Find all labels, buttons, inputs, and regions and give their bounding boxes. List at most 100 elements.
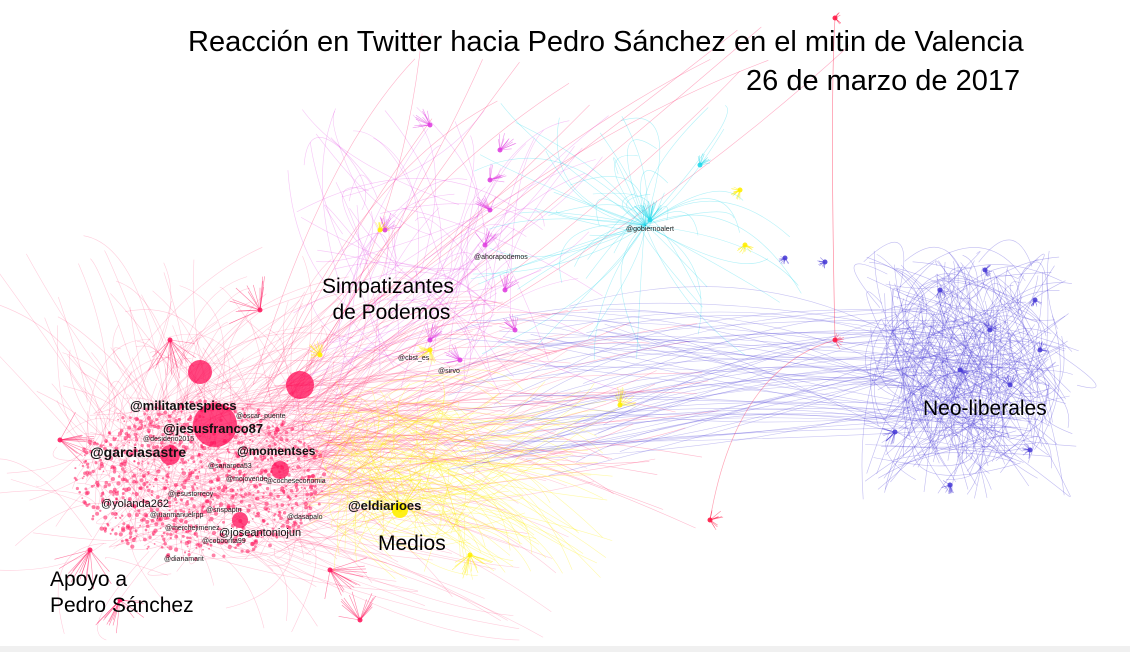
fan-neoliberales-hub xyxy=(892,429,898,435)
edge-neoliberales xyxy=(1017,259,1039,315)
edge-apoyo xyxy=(83,387,106,448)
edge-apoyo xyxy=(307,334,564,470)
edge-neoliberales xyxy=(948,267,973,337)
node-apoyo xyxy=(256,408,260,412)
node-apoyo xyxy=(136,428,140,431)
edge-apoyo xyxy=(125,309,241,423)
edge-neoliberales-long xyxy=(594,377,931,436)
edge-neoliberales xyxy=(970,318,997,461)
edge-medios xyxy=(408,461,466,526)
fan-apoyo-spoke xyxy=(119,599,135,619)
edge-neoliberales-long xyxy=(481,351,972,464)
node-apoyo xyxy=(251,518,254,520)
handle-eldiarioes: @eldiarioes xyxy=(348,498,422,513)
node-apoyo xyxy=(213,492,217,497)
node-apoyo xyxy=(239,425,243,429)
node-apoyo xyxy=(294,482,299,487)
node-apoyo xyxy=(90,440,93,442)
edge-neoliberales xyxy=(928,329,977,440)
fan-medios-spoke xyxy=(619,403,636,406)
node-apoyo xyxy=(179,508,183,513)
node-apoyo xyxy=(299,521,303,525)
node-apoyo xyxy=(120,514,124,517)
node-apoyo xyxy=(183,431,187,435)
node-apoyo xyxy=(190,455,195,460)
node-apoyo xyxy=(191,485,195,489)
node-apoyo xyxy=(288,454,290,457)
edge-gobierno xyxy=(644,105,728,226)
edge-apoyo xyxy=(147,554,186,576)
node-apoyo xyxy=(307,478,309,481)
node-apoyo xyxy=(256,514,260,518)
edge-neoliberales-long xyxy=(454,352,954,411)
edge-apoyo xyxy=(191,442,465,503)
edge-medios xyxy=(441,389,581,458)
edge-gobierno xyxy=(595,198,646,226)
node-apoyo xyxy=(258,434,261,437)
edge-medios xyxy=(306,448,588,527)
edge-apoyo xyxy=(230,408,443,493)
node-apoyo xyxy=(257,472,260,475)
edge-neoliberales xyxy=(990,276,1024,435)
edge-apoyo xyxy=(267,483,478,538)
node-apoyo xyxy=(266,458,270,462)
edge-apoyo xyxy=(142,381,165,539)
node-apoyo xyxy=(215,494,220,500)
edge-podemos xyxy=(330,137,366,210)
node-apoyo xyxy=(258,423,262,428)
edge-neoliberales xyxy=(881,370,1073,444)
node-apoyo xyxy=(145,480,149,484)
fan-apoyo-spoke xyxy=(112,599,121,626)
node-apoyo xyxy=(287,473,291,477)
edge-apoyo xyxy=(0,305,106,458)
edge-neoliberales xyxy=(931,296,998,446)
edge-podemos xyxy=(400,206,512,390)
fan-podemos-hub xyxy=(487,207,493,213)
node-apoyo xyxy=(242,474,246,478)
node-apoyo xyxy=(229,479,233,482)
edge-apoyo xyxy=(110,407,278,484)
edge-gobierno xyxy=(515,122,646,226)
edge-apoyo xyxy=(123,397,225,478)
edge-medios xyxy=(396,396,429,437)
node-apoyo xyxy=(302,443,305,446)
node-apoyo xyxy=(183,460,188,464)
edge-neoliberales xyxy=(917,290,1002,468)
edge-apoyo-long xyxy=(324,341,650,472)
fan-apoyo-spoke xyxy=(59,436,82,441)
node-apoyo xyxy=(98,453,100,456)
edge-apoyo xyxy=(136,459,347,502)
node-apoyo xyxy=(287,531,290,535)
node-apoyo xyxy=(113,500,117,505)
node-apoyo xyxy=(83,475,85,478)
node-apoyo xyxy=(209,494,213,498)
node-apoyo xyxy=(126,541,130,546)
edge-medios xyxy=(428,485,524,500)
node-apoyo xyxy=(104,439,108,443)
edge-apoyo xyxy=(113,347,176,421)
edge-apoyo xyxy=(163,272,189,436)
node-apoyo xyxy=(134,435,138,439)
edge-neoliberales xyxy=(933,309,1013,334)
edge-medios xyxy=(402,416,580,534)
edge-neoliberales-long xyxy=(497,335,927,360)
node-apoyo xyxy=(241,495,244,499)
edge-neoliberales xyxy=(955,324,981,378)
edge-neoliberales xyxy=(863,330,1027,371)
fan-apoyo-spoke xyxy=(329,569,364,577)
fan-apoyo-spoke xyxy=(359,597,374,621)
node-apoyo xyxy=(292,520,297,525)
fan-apoyo-spoke xyxy=(59,439,78,454)
edge-apoyo xyxy=(86,339,151,452)
node-apoyo xyxy=(279,516,284,521)
node-apoyo xyxy=(198,470,201,473)
node-apoyo xyxy=(171,432,175,436)
edge-apoyo xyxy=(134,267,404,432)
edge-apoyo-long xyxy=(295,300,510,386)
edge-medios xyxy=(382,402,565,547)
node-apoyo xyxy=(256,411,261,416)
edge-apoyo-long xyxy=(315,391,697,496)
node-apoyo xyxy=(225,541,229,544)
cluster-label-podemos: Simpatizantes de Podemos xyxy=(322,274,454,326)
node-apoyo xyxy=(258,419,263,423)
